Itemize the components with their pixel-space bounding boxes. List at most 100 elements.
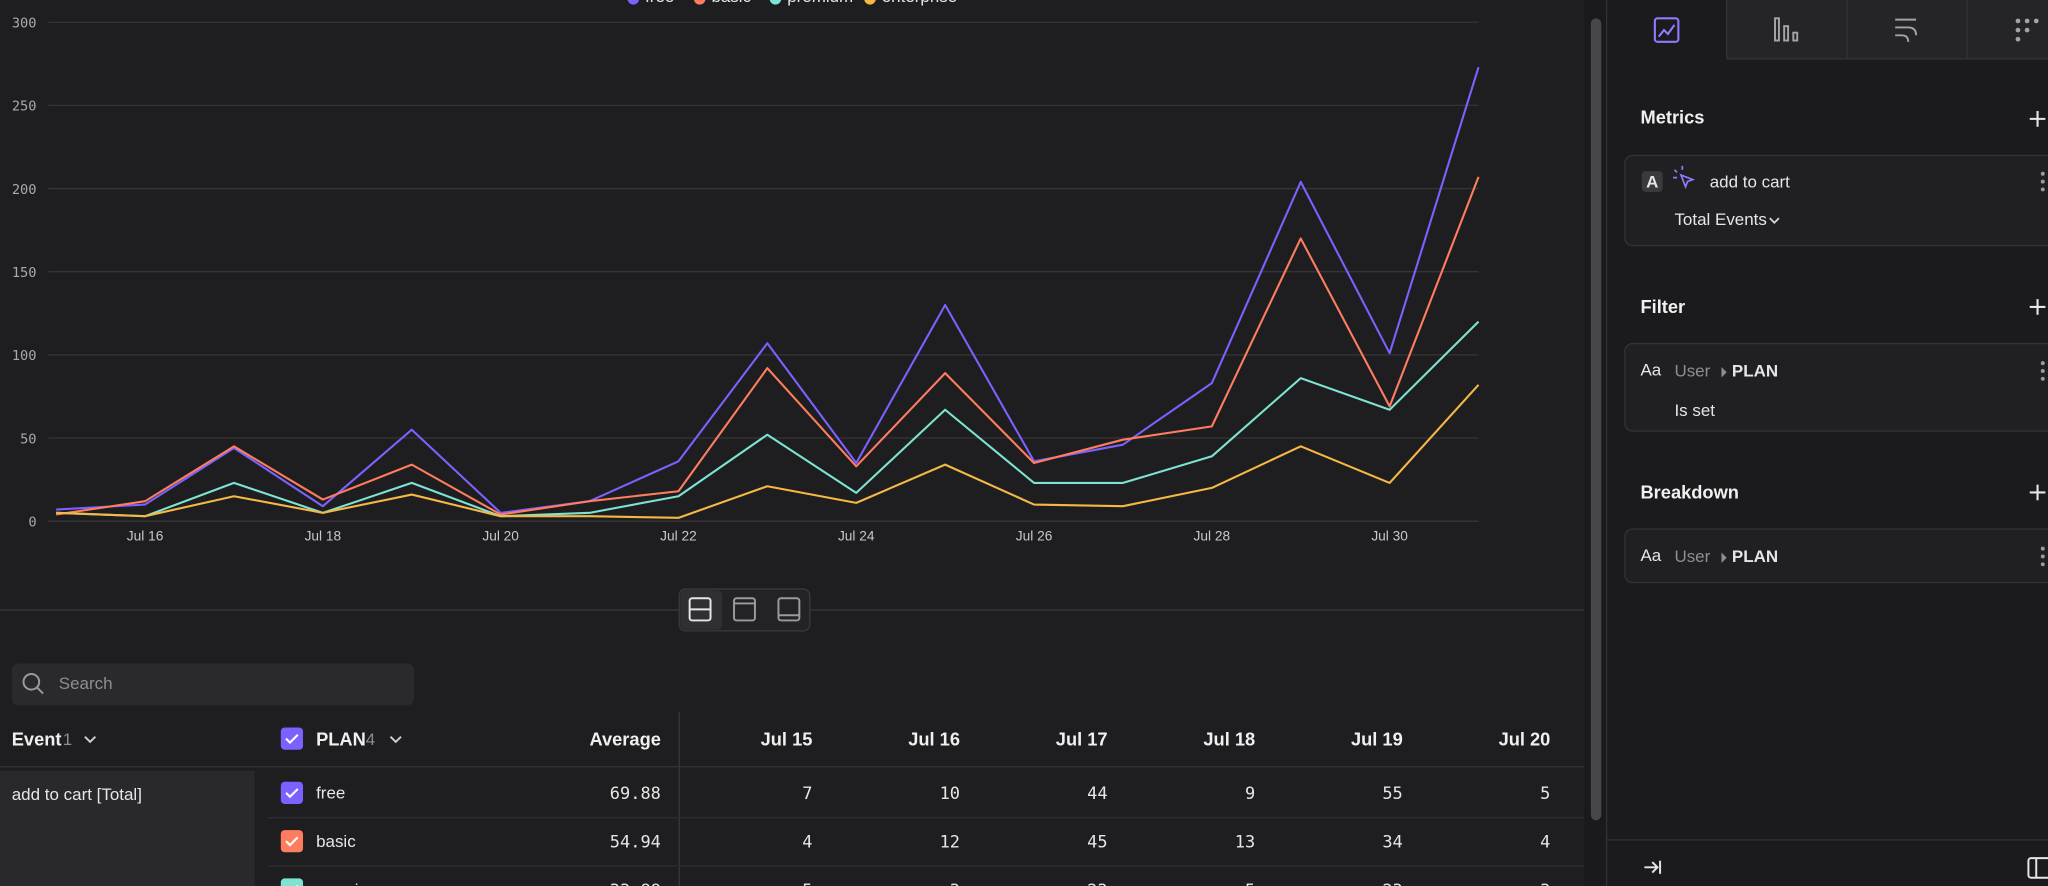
menu-dot [2040,179,2045,184]
legend-swatch [864,0,876,5]
x-tick-label: Jul 28 [1194,528,1231,543]
dropdown-caret[interactable] [1769,217,1780,225]
tab-icon [2015,18,2021,24]
tab-retention-icon[interactable] [2015,18,2039,42]
row-average: 54.94 [610,832,661,852]
collapse-button[interactable] [1644,860,1662,874]
search-placeholder: Search [59,674,113,693]
legend-label: free [645,0,674,6]
dropdown-caret[interactable] [84,735,97,744]
tab-funnels-icon[interactable] [1774,17,1799,42]
filter-condition[interactable]: Is set [1674,401,1715,420]
type-icon: Aa [1640,360,1661,379]
tab-icon [2015,27,2021,33]
event-cell [0,770,255,886]
column-header[interactable]: Event [12,728,62,749]
column-header: Jul 18 [1203,728,1255,749]
column-header: Jul 15 [761,728,813,749]
checkbox[interactable] [280,830,304,853]
checkbox[interactable] [280,727,304,750]
more-menu[interactable] [2040,546,2045,567]
x-tick-label: Jul 22 [660,528,697,543]
tab-insights-icon[interactable] [1653,17,1680,43]
legend-label: enterprise [882,0,957,6]
property-source: User [1674,547,1710,566]
series-line [56,384,1480,519]
y-tick-label: 150 [12,265,37,281]
section-title: Filter [1640,296,1685,317]
x-tick-label: Jul 30 [1371,528,1408,543]
chevron [1721,552,1727,563]
check-icon [285,788,299,799]
metric-event: add to cart [1710,172,1790,191]
breakdown-card[interactable] [1624,528,2048,584]
cell-value: 4 [802,832,812,852]
search-box[interactable] [11,663,415,706]
dropdown-caret[interactable] [389,735,402,744]
cell-value: 3 [950,881,960,886]
y-tick-label: 50 [20,431,37,447]
add-button[interactable] [2029,111,2046,127]
cell-value: 23 [1087,881,1107,886]
tab-icon [2024,18,2030,24]
view-toggle [678,588,811,632]
legend-swatch [769,0,782,5]
toggle-chart-icon[interactable] [733,597,756,622]
check-icon [285,836,299,847]
tab-bar [1726,0,2048,59]
tab-icon [1792,31,1799,42]
y-tick-label: 250 [12,99,37,115]
scrollbar-thumb[interactable] [1590,18,1602,821]
add-button[interactable] [2029,484,2046,501]
toggle-table-icon[interactable] [777,597,801,622]
column-header[interactable]: PLAN [316,728,366,749]
menu-dot [2040,187,2045,192]
legend-swatch [693,0,706,5]
more-menu[interactable] [2040,171,2045,192]
menu-dot [2040,369,2045,373]
section-title: Breakdown [1640,482,1738,503]
panel-toggle[interactable] [2027,857,2048,879]
legend: free basic premium enterprise [627,0,957,6]
cell-value: 23 [1382,881,1402,886]
column-header: Jul 19 [1351,728,1403,749]
x-tick-label: Jul 24 [838,528,875,543]
badge-label: A [1646,172,1658,191]
cell-value: 9 [1245,784,1255,804]
legend-swatch [627,0,640,5]
tab-flows-icon[interactable] [1895,18,1918,42]
column-header: Average [589,728,660,749]
metric-card[interactable] [1624,154,2048,247]
menu-dot [2040,171,2045,176]
y-tick-label: 300 [12,16,37,32]
chevron [1721,367,1727,378]
sidebar: Metrics A add to cart Total Events Filte… [1605,0,2048,886]
row-average: 69.88 [610,784,661,804]
menu-dot [2040,546,2045,551]
column-header: Jul 17 [1056,728,1108,749]
checkbox[interactable] [280,878,304,886]
cell-value: 3 [1540,881,1550,886]
cell-value: 44 [1087,784,1107,804]
property-name: PLAN [1732,547,1778,566]
check-icon [285,733,299,745]
x-tick-label: Jul 20 [482,528,519,543]
tab-icon [1653,17,1680,43]
filter-card[interactable] [1624,342,2048,432]
y-tick-label: 100 [12,348,37,364]
x-tick-label: Jul 26 [1016,528,1053,543]
cell-value: 10 [940,784,960,804]
checkbox[interactable] [280,781,304,804]
metric-aggregation[interactable]: Total Events [1674,210,1766,229]
tab-icon [1895,18,1918,42]
sidebar-background [1606,0,2048,886]
column-header: Jul 20 [1499,728,1551,749]
search-icon [36,687,44,695]
add-button[interactable] [2029,299,2046,315]
series-line [56,176,1480,516]
cell-value: 13 [1235,832,1255,852]
search-icon [22,673,41,691]
more-menu[interactable] [2040,361,2045,381]
series-line [56,66,1480,514]
